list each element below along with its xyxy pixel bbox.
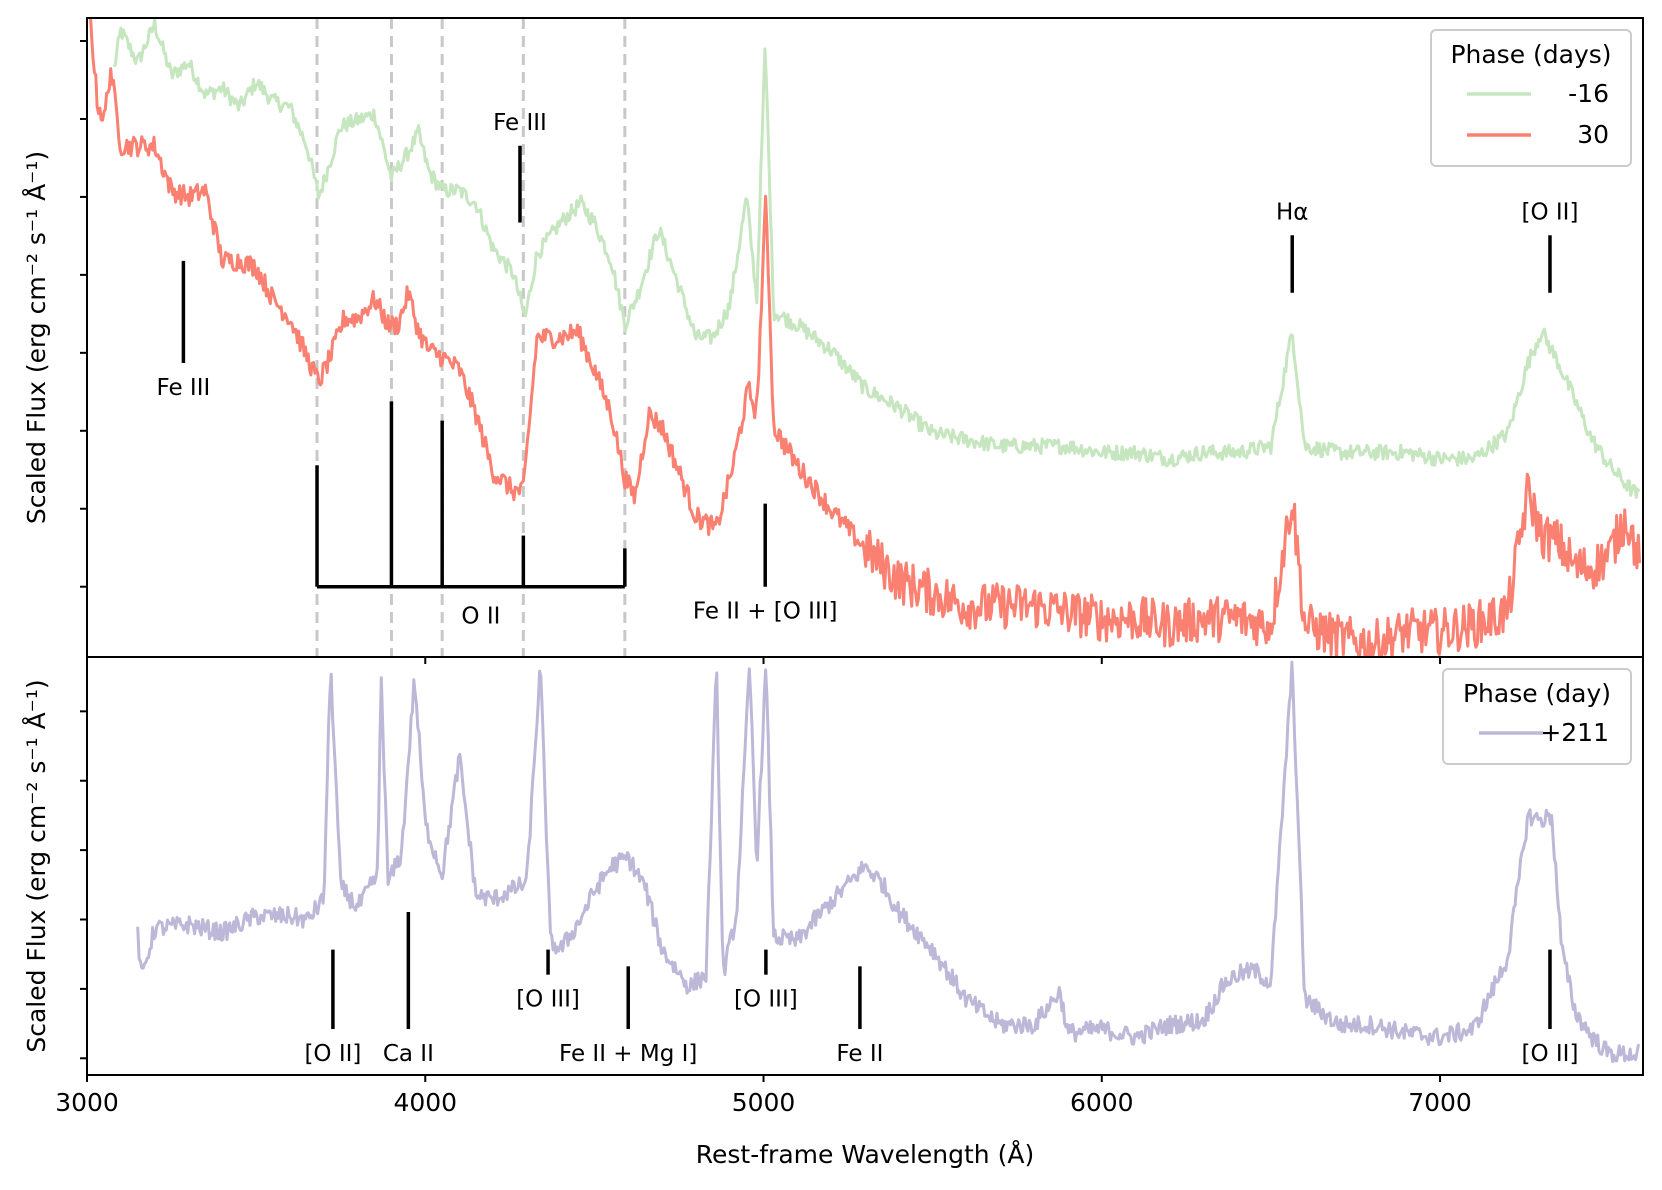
x-tick-label: 3000 xyxy=(55,1088,119,1117)
annotation-label: [O III] xyxy=(516,987,580,1013)
legend-entry-label: +211 xyxy=(1540,718,1609,747)
legend: Phase (day) +211 xyxy=(1442,668,1632,765)
spectrum-series-30 xyxy=(89,18,1642,657)
y-axis-label: Scaled Flux (erg cm⁻² s⁻¹ Å⁻¹) xyxy=(22,679,51,1052)
legend-box xyxy=(1442,668,1632,765)
legend-entry-label: -16 xyxy=(1568,79,1609,108)
legend: Phase (days) -16 30 xyxy=(1430,29,1632,167)
x-tick-label: 4000 xyxy=(393,1088,457,1117)
x-axis-label: Rest-frame Wavelength (Å) xyxy=(696,1140,1034,1169)
legend-box xyxy=(1430,29,1632,167)
y-axis-label: Scaled Flux (erg cm⁻² s⁻¹ Å⁻¹) xyxy=(22,151,51,524)
axes-frame xyxy=(86,656,1644,1076)
x-tick-label: 6000 xyxy=(1070,1088,1134,1117)
top-panel: Fe III Fe III Hα [O II] Fe II + [O III] O II S… xyxy=(22,17,1644,664)
legend-title: Phase (days) xyxy=(1450,40,1611,69)
legend-entry-label: 30 xyxy=(1577,120,1609,149)
annotation-label: Fe III xyxy=(493,110,547,136)
spectrum-series-211 xyxy=(136,660,1640,1064)
annotation-label: [O II] xyxy=(1522,1041,1579,1067)
bottom-panel: [O II] Ca II [O III] Fe II + Mg I] [O III] Fe… xyxy=(22,656,1644,1169)
annotation-label: Fe II + [O III] xyxy=(693,599,838,625)
annotation-label: Hα xyxy=(1276,199,1308,225)
spectrum-series-16 xyxy=(112,18,1641,499)
x-tick-label: 5000 xyxy=(732,1088,796,1117)
annotation-label: [O II] xyxy=(304,1041,361,1067)
annotation-label: Fe II + Mg I] xyxy=(559,1041,697,1067)
annotation-label: [O III] xyxy=(734,987,798,1013)
annotation-label: Ca II xyxy=(383,1041,434,1067)
annotation-label: Fe III xyxy=(157,375,211,401)
annotation-label: Fe II xyxy=(836,1041,883,1067)
annotation-label: [O II] xyxy=(1522,199,1579,225)
legend-title: Phase (day) xyxy=(1463,679,1611,708)
o2-comb-label: O II xyxy=(461,604,500,630)
x-tick-label: 7000 xyxy=(1408,1088,1472,1117)
